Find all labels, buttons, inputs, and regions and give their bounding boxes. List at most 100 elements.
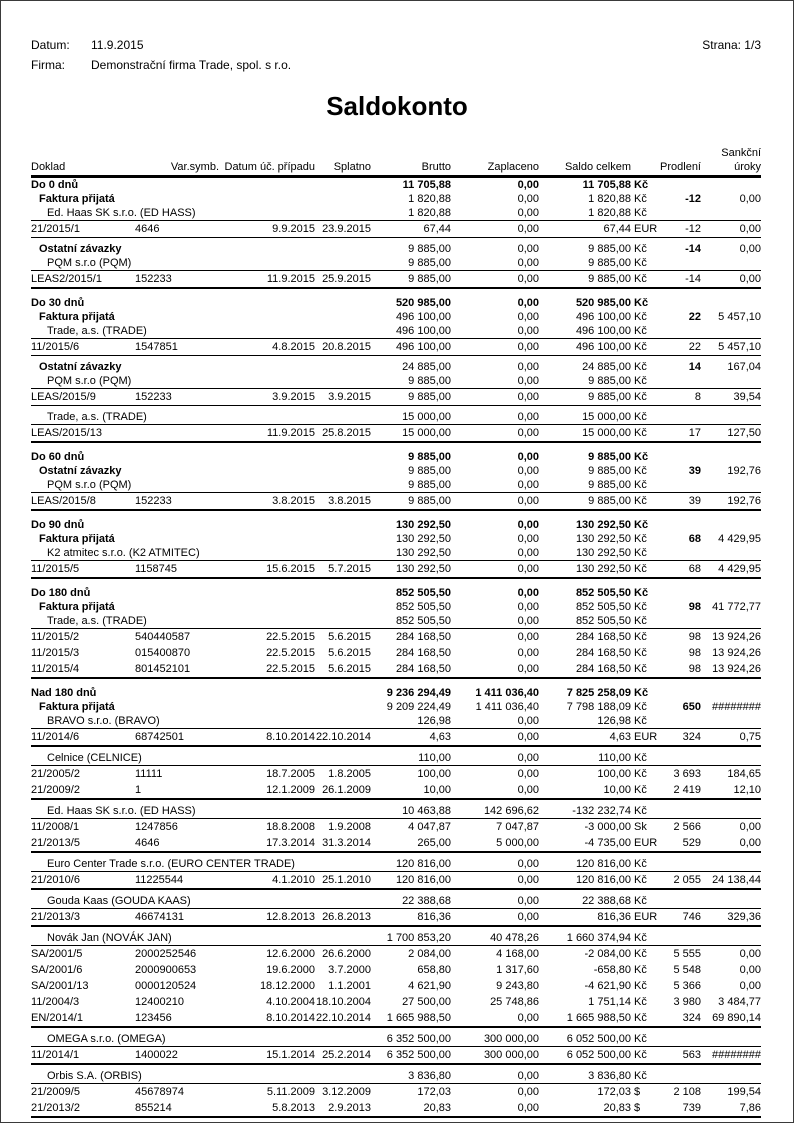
cell-zaplaceno: 300 000,00 [483,1033,539,1045]
cell-prodleni: -12 [685,193,701,205]
cell-zaplaceno: 0,00 [517,911,539,923]
cell-saldo: 284 168,50 [575,631,631,643]
cell-currency: Kč [634,895,647,907]
row-label: Faktura přijatá [39,701,115,713]
cell-prodleni [659,889,701,909]
cell-brutto: 9 885,00 [408,243,451,255]
cell-prodleni: 8 [694,391,701,403]
cell-prodleni: 739 [682,1102,701,1114]
cell-currency: Kč [634,615,647,627]
cell-uroky: 13 924,26 [712,647,761,659]
cell-varsymb: 801452101 [135,663,191,675]
cell-zaplaceno: 0,00 [517,391,539,403]
cell-prodleni: 39 [688,495,701,507]
doc-type-row: Faktura přijatá 1 820,88 0,00 1 820,88 Kč -12… [31,192,761,206]
cell-saldo: 3 836,80 [588,1070,631,1082]
row-label: PQM s.r.o (PQM) [47,479,132,491]
row-label: Ed. Haas SK s.r.o. (ED HASS) [47,207,196,219]
cell-saldo: 496 100,00 [575,341,631,353]
date-label: Datum: [31,38,70,52]
cell-saldo: 22 388,68 [582,895,631,907]
cell-brutto: 9 885,00 [408,375,451,387]
cell-saldo: 24 885,00 [582,361,631,373]
doc-type-row: Ostatní závazky 9 885,00 0,00 9 885,00 Kč 39 1… [31,464,761,478]
cell-saldo: 1 820,88 [588,193,631,205]
doc-type-row: Faktura přijatá 130 292,50 0,00 130 292,50 K… [31,532,761,546]
cell-prodleni [659,288,701,310]
cell-brutto: 6 352 500,00 [386,1033,451,1045]
cell-splatno: 3.12.2009 [322,1086,371,1098]
cell-brutto: 9 885,00 [408,465,451,477]
cell-varsymb: 152233 [135,273,172,285]
document-row: LEAS/2015/8 152233 3.8.2015 3.8.2015 9 885,0… [31,492,761,510]
document-row: 21/2005/2 11111 18.7.2005 1.8.2005 100,00 0,0… [31,765,761,783]
cell-datum: 22.5.2015 [266,631,315,643]
cell-datum: 22.5.2015 [266,663,315,675]
cell-doklad: SA/2001/5 [31,948,83,960]
cell-zaplaceno: 0,00 [517,411,539,423]
cell-zaplaceno: 0,00 [517,427,539,439]
cell-currency: Kč [634,311,647,323]
cell-brutto: 2 084,00 [408,948,451,960]
cell-splatno: 5.7.2015 [328,563,371,575]
document-row: 11/2015/4 801452101 22.5.2015 5.6.2015 284 1… [31,661,761,678]
cell-doklad: 21/2013/3 [31,911,80,923]
column-header-doklad: Doklad [31,160,135,178]
cell-doklad: EN/2014/1 [31,1012,83,1024]
cell-currency: Kč [634,631,647,643]
meta-row-company: Firma: Demonstrační firma Trade, spol. s… [31,55,761,75]
cell-uroky: 4 429,95 [718,563,761,575]
cell-saldo: 816,36 [597,911,631,923]
cell-saldo: 1 820,88 [588,207,631,219]
cell-uroky: 39,54 [733,391,761,403]
cell-saldo: 130 292,50 [575,547,631,559]
cell-brutto: 1 820,88 [408,193,451,205]
cell-brutto: 284 168,50 [395,663,451,675]
cell-zaplaceno: 9 243,80 [496,980,539,992]
cell-uroky: 192,76 [727,465,761,477]
row-label: Nad 180 dnů [31,687,97,699]
row-label: PQM s.r.o (PQM) [47,375,132,387]
cell-prodleni [659,926,701,946]
cell-uroky [701,1117,761,1122]
cell-varsymb: 45678974 [135,1086,184,1098]
cell-uroky [701,889,761,909]
cell-brutto: 852 505,50 [395,601,451,613]
customer-row: Trade, a.s. (TRADE) 496 100,00 0,00 496 100… [31,324,761,339]
document-row: LEAS/2015/13 11.9.2015 25.8.2015 15 000,00 0… [31,424,761,442]
column-header-zaplaceno: Zaplaceno [451,160,539,178]
cell-datum: 18.8.2008 [266,821,315,833]
cell-prodleni: 746 [682,911,701,923]
cell-prodleni: 22 [688,311,701,323]
doc-type-row: Faktura přijatá 852 505,50 0,00 852 505,50 K… [31,600,761,614]
cell-prodleni: 2 055 [673,874,701,886]
cell-brutto: 3 836,80 [408,1070,451,1082]
cell-uroky: 69 890,14 [712,1012,761,1024]
customer-row: BRAVO s.r.o. (BRAVO) 126,98 0,00 126,98 Kč [31,714,761,729]
cell-uroky: 7,86 [739,1102,761,1114]
row-label: OMEGA s.r.o. (OMEGA) [47,1033,166,1045]
cell-prodleni [659,406,701,425]
cell-prodleni [659,799,701,819]
cell-prodleni: 5 555 [673,948,701,960]
cell-zaplaceno: 0,00 [517,731,539,743]
cell-varsymb: 015400870 [135,647,191,659]
cell-datum: 4.10.2004 [266,996,315,1008]
cell-currency: Kč [634,980,647,992]
cell-saldo: 7 798 188,09 [566,701,631,713]
document-row: 11/2015/3 015400870 22.5.2015 5.6.2015 284 1… [31,645,761,661]
cell-zaplaceno: 142 696,62 [483,805,539,817]
customer-row: Gouda Kaas (GOUDA KAAS) 22 388,68 0,00 22 3… [31,889,761,909]
cell-saldo: -4 735,00 [584,837,631,849]
cell-uroky: 24 138,44 [712,874,761,886]
cell-currency: Kč [634,427,647,439]
cell-datum: 12.1.2009 [266,784,315,796]
cell-uroky [701,1064,761,1084]
cell-doklad: 11/2015/4 [31,663,80,675]
cell-prodleni [659,578,701,600]
cell-currency: Kč [634,179,649,191]
cell-zaplaceno: 0,00 [517,895,539,907]
cell-currency: Kč [634,533,647,545]
cell-uroky: 5 457,10 [718,311,761,323]
cell-saldo: 100,00 [597,768,631,780]
